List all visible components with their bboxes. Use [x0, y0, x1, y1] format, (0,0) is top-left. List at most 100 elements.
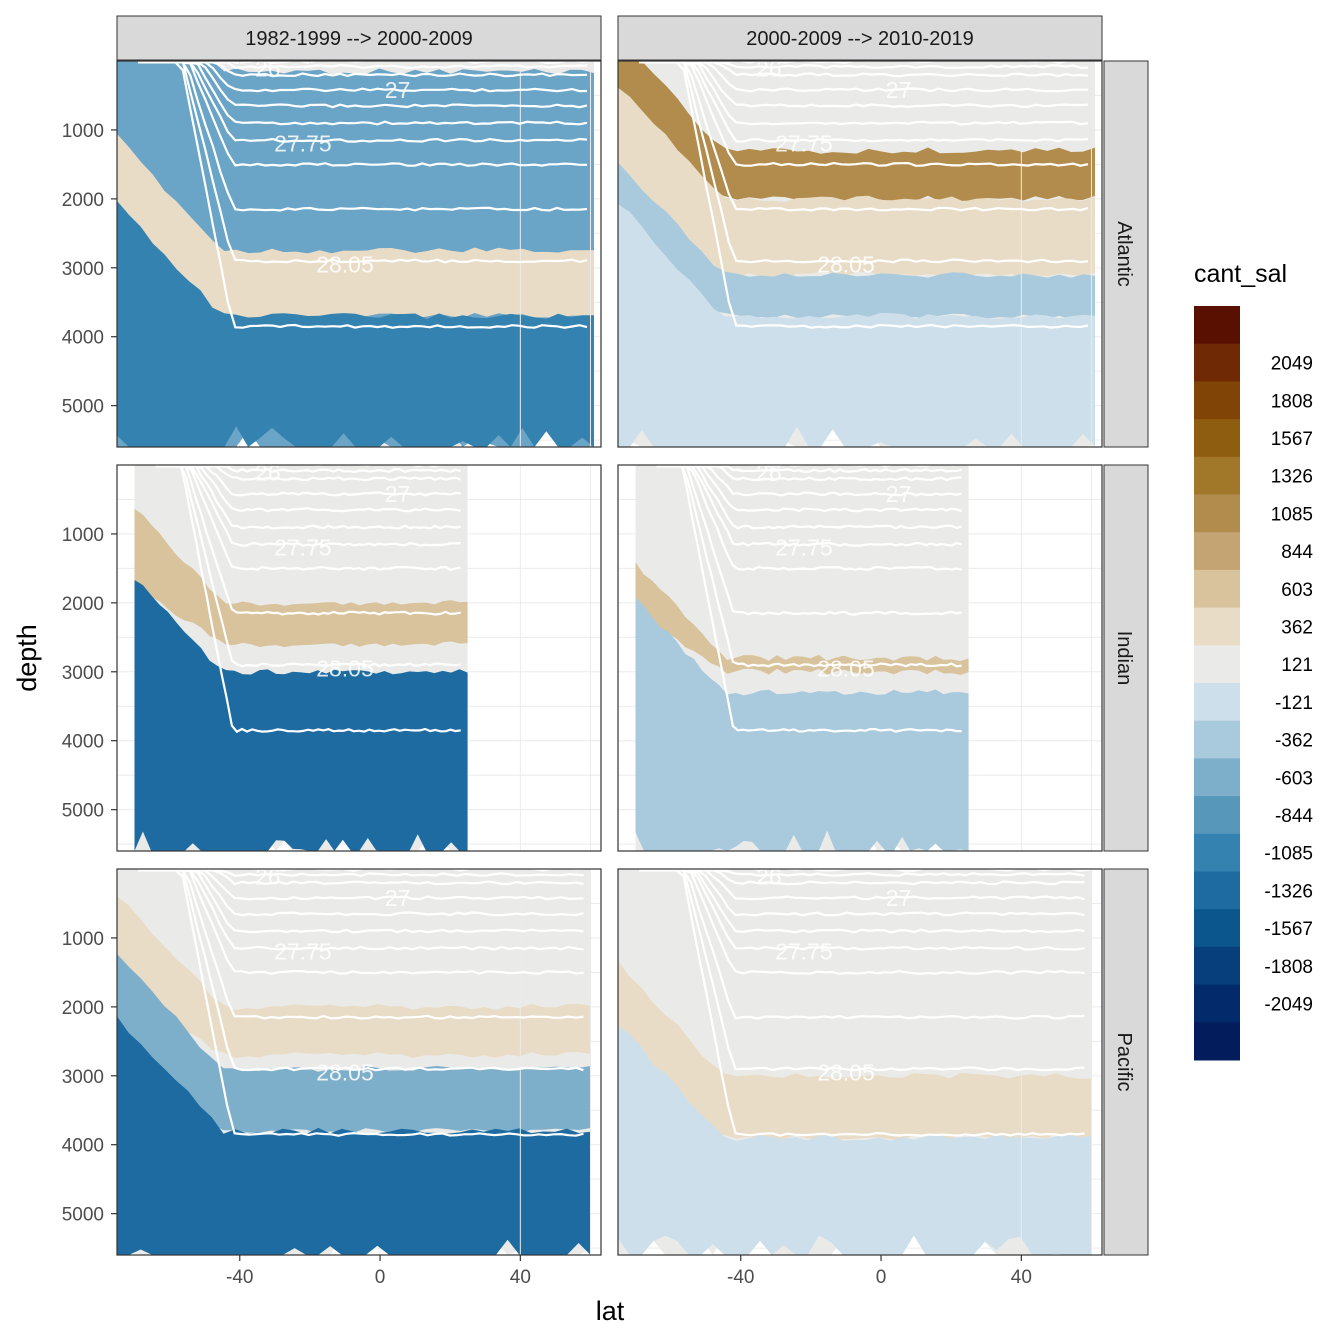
legend-swatch	[1194, 419, 1240, 458]
land-mask	[593, 61, 601, 447]
legend-swatch	[1194, 683, 1240, 722]
contour-band	[618, 162, 1095, 320]
contour-band	[117, 133, 594, 319]
y-tick-label: 5000	[62, 801, 104, 822]
land-mask-grid	[1020, 869, 1102, 1255]
isopycnal-label: 27	[886, 481, 912, 507]
y-tick-label: 3000	[62, 663, 104, 684]
isopycnal-label: 27.75	[274, 535, 332, 561]
y-tick-label: 4000	[62, 1136, 104, 1157]
land-mask-grid	[968, 465, 1102, 851]
isopycnal-label: 28.05	[316, 1059, 374, 1085]
x-axes: -40 0 40 -40 0 40	[226, 1255, 1032, 1288]
legend-colorbar	[1194, 306, 1240, 1061]
isopycnal-label: 27.75	[274, 939, 332, 965]
isopycnal-lines	[155, 465, 462, 734]
isopycnal-line	[656, 465, 963, 530]
isopycnal-label: 26	[756, 864, 782, 890]
isopycnal-line	[639, 869, 1085, 975]
y-tick-label: 5000	[62, 397, 104, 418]
land-mask-grid	[519, 61, 601, 447]
isopycnal-label: 28.05	[817, 251, 875, 277]
isopycnal-label: 26	[756, 56, 782, 82]
isopycnal-line	[138, 869, 584, 934]
isopycnal-line	[138, 869, 584, 1072]
isopycnal-line	[639, 869, 1085, 917]
y-tick-label: 2000	[62, 998, 104, 1019]
y-tick-label: 2000	[62, 594, 104, 615]
panel-borders	[116, 60, 1103, 1256]
legend-label: -1808	[1264, 957, 1313, 978]
x-tick-label: -40	[226, 1267, 253, 1288]
legend-swatch	[1194, 456, 1240, 495]
legend-swatch	[1194, 984, 1240, 1023]
row-strip-2-label: Pacific	[1113, 1033, 1135, 1092]
legend-label: -2049	[1264, 994, 1313, 1015]
isopycnal-line	[138, 61, 588, 212]
isopycnal-label: 27	[886, 885, 912, 911]
isopycnal-label: 27.75	[274, 131, 332, 157]
legend-labels: 2049 1808 1567 1326 1085 844 603 362 121 -121 -362…	[1264, 354, 1313, 1016]
land-mask	[1091, 869, 1102, 1255]
isopycnal-line	[656, 465, 962, 668]
isopycnal-line	[138, 61, 588, 143]
legend-swatch	[1194, 645, 1240, 684]
land-mask-grid	[1020, 61, 1102, 447]
isopycnal-line	[155, 465, 461, 513]
isopycnal-line	[138, 61, 588, 126]
column-strip-1: 2000-2009 --> 2010-2019	[617, 15, 1103, 61]
contour-band	[618, 61, 1095, 202]
legend-label: -1326	[1264, 881, 1313, 902]
y-tick-label: 1000	[62, 929, 104, 950]
legend-swatch	[1194, 946, 1240, 986]
contour-band	[117, 1016, 591, 1255]
x-tick-label: 0	[876, 1267, 887, 1288]
isopycnal-line	[138, 61, 588, 109]
contour-band	[618, 1026, 1092, 1255]
legend-swatch	[1194, 796, 1240, 835]
legend-label: 844	[1281, 542, 1313, 563]
isopycnal-line	[138, 61, 588, 78]
isopycnal-line	[639, 869, 1085, 1072]
isopycnal-line	[656, 465, 962, 571]
isopycnal-line	[155, 465, 461, 547]
isopycnal-label: 28.05	[817, 1059, 875, 1085]
isopycnal-line	[155, 465, 461, 530]
isopycnal-line	[138, 61, 588, 329]
legend-swatch	[1194, 758, 1240, 797]
contour-band	[134, 580, 468, 851]
isopycnal-line	[155, 465, 461, 734]
isopycnal-label: 27.75	[775, 535, 833, 561]
legend-label: -1085	[1264, 844, 1313, 865]
isopycnal-label: 28.05	[316, 655, 374, 681]
legend: cant_sal 2049 1808 1567 1326 1085 844 603 362 12…	[1194, 260, 1313, 1061]
legend-label: -603	[1275, 768, 1313, 789]
isopycnal-lines	[138, 61, 588, 329]
legend-swatch	[1194, 871, 1240, 910]
contour-band	[117, 200, 594, 447]
isopycnal-line	[155, 465, 461, 668]
land-mask-grid	[467, 465, 601, 851]
isopycnal-label: 28.05	[316, 251, 374, 277]
legend-swatch	[1194, 569, 1240, 609]
isopycnal-label: 27	[385, 885, 411, 911]
isopycnal-line	[639, 61, 1089, 167]
contour-band	[635, 562, 969, 675]
row-strip-2: Pacific	[1103, 868, 1149, 1256]
isopycnal-line	[639, 869, 1085, 934]
row-strip-1: Indian	[1103, 464, 1149, 852]
isopycnal-line	[138, 61, 587, 167]
isopycnal-label: 27	[385, 77, 411, 103]
legend-swatch	[1194, 1022, 1240, 1061]
isopycnal-line	[138, 61, 588, 93]
land-mask	[1094, 61, 1102, 447]
legend-swatch	[1194, 343, 1240, 382]
y-axis-title: depth	[12, 624, 42, 692]
land-mask-grid	[519, 869, 601, 1255]
legend-label: -844	[1275, 806, 1313, 827]
legend-label: -121	[1275, 693, 1313, 714]
isopycnal-lines	[639, 869, 1085, 1137]
y-tick-label: 4000	[62, 328, 104, 349]
isopycnal-line	[138, 869, 584, 917]
x-tick-label: -40	[727, 1267, 754, 1288]
